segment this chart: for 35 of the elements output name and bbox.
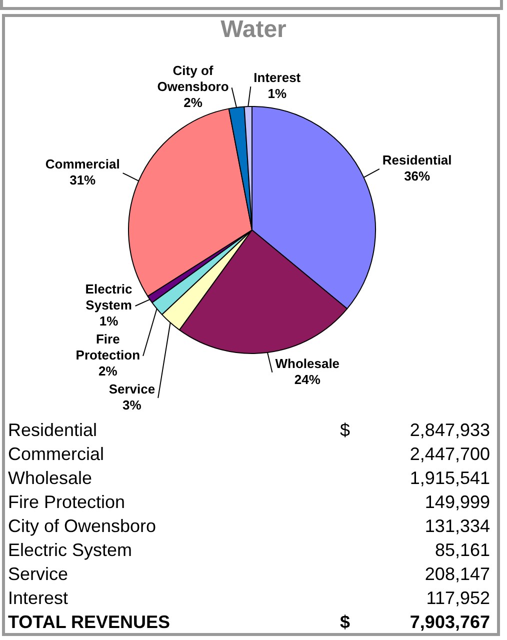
text: $ 7,903,767 <box>340 612 490 632</box>
category-label: Residential <box>8 419 98 442</box>
category-label: Wholesale <box>8 467 92 490</box>
text: 85,161 <box>434 540 490 560</box>
text: 208,147 <box>424 564 490 584</box>
data-label: 2% <box>184 95 203 110</box>
category-label: TOTAL REVENUES <box>8 611 170 634</box>
category-label: Service <box>8 563 68 586</box>
data-label: 31% <box>70 172 96 188</box>
chart-title: Water <box>220 16 288 44</box>
text: 149,999 <box>424 492 490 512</box>
data-label: 36% <box>404 168 431 184</box>
slice-label: City of Owensboro <box>157 63 229 94</box>
category-label: Commercial <box>8 443 104 466</box>
slice-label: Service <box>108 382 156 397</box>
data-label: 2% <box>98 364 118 379</box>
text: 131,334 <box>424 516 490 536</box>
slice-label: Wholesale <box>275 356 340 371</box>
slice-label: Fire Protection <box>76 332 140 363</box>
text: $ 2,847,933 <box>340 420 490 440</box>
text: 1,915,541 <box>410 468 490 488</box>
slice-label: Interest <box>254 70 302 86</box>
data-label: 24% <box>294 372 321 387</box>
slice-label: Electric System <box>85 282 132 313</box>
slice-label: Residential <box>382 152 452 168</box>
data-label: 1% <box>99 314 119 329</box>
category-label: City of Owensboro <box>8 515 156 538</box>
category-label: Interest <box>8 587 68 610</box>
slice-label: Commercial <box>45 156 120 172</box>
category-label: Fire Protection <box>8 491 126 514</box>
data-label: 1% <box>268 86 287 102</box>
data-label: 3% <box>122 398 142 413</box>
text: 117,952 <box>426 588 490 608</box>
text: 2,447,700 <box>410 444 490 464</box>
category-label: Electric System <box>8 539 132 562</box>
